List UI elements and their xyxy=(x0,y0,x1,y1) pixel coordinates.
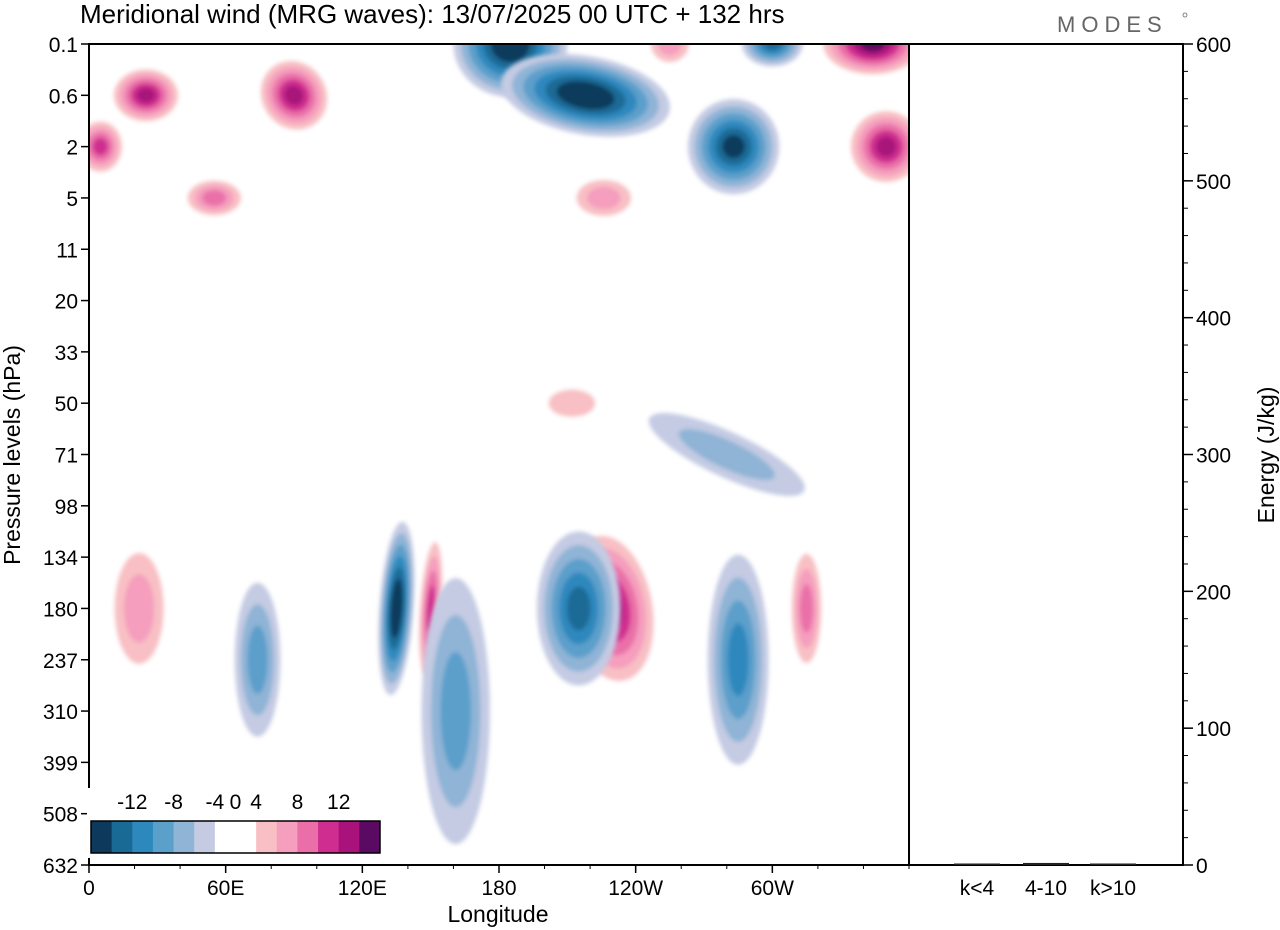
heatmap-cell xyxy=(815,44,909,79)
y-tick-label: 180 xyxy=(43,598,78,621)
colorbar-swatch xyxy=(235,821,257,853)
heatmap-cell xyxy=(254,54,334,137)
energy-bar xyxy=(954,863,1000,865)
energy-tick-label: 300 xyxy=(1196,445,1231,468)
colorbar-label: 8 xyxy=(292,791,304,814)
colorbar-swatch xyxy=(173,821,195,853)
energy-bar xyxy=(1090,863,1136,865)
y-tick-label: 20 xyxy=(55,291,78,314)
energy-category-label: k<4 xyxy=(960,877,995,900)
y-tick-label: 33 xyxy=(55,342,78,365)
energy-category-axis: k<4 4-10 k>10 xyxy=(960,877,1136,900)
heatmap-field xyxy=(89,44,909,845)
y-tick-label: 632 xyxy=(43,855,78,878)
colorbar-swatch xyxy=(318,821,340,853)
heatmap-cell xyxy=(107,64,184,127)
y-tick-label: 5 xyxy=(66,188,78,211)
y-tick-label: 310 xyxy=(43,701,78,724)
x-tick-label: 180 xyxy=(481,877,516,900)
energy-tick-label: 100 xyxy=(1196,718,1231,741)
modes-logo: MODES xyxy=(1057,12,1168,37)
heatmap-cell xyxy=(104,531,174,686)
colorbar-label: 0 xyxy=(230,791,242,814)
y-axis-energy: 0 100 200 300 400 500 600 xyxy=(1183,34,1231,878)
colorbar-swatch xyxy=(132,821,154,853)
y-axis-label-energy: Energy (J/kg) xyxy=(1253,387,1279,524)
colorbar-swatch xyxy=(214,821,236,853)
colorbar-swatch xyxy=(359,821,381,853)
x-axis: 0 60E 120E 180 120W 60W xyxy=(83,865,910,900)
colorbar-swatch xyxy=(297,821,319,853)
y-tick-label: 399 xyxy=(43,752,78,775)
x-tick-label: 120E xyxy=(338,877,387,900)
chart-title: Meridional wind (MRG waves): 13/07/2025 … xyxy=(80,0,785,29)
y-tick-label: 50 xyxy=(55,393,78,416)
heatmap-cell xyxy=(89,115,127,178)
logo-trademark-icon xyxy=(1182,12,1188,18)
x-tick-label: 0 xyxy=(83,877,95,900)
energy-category-label: k>10 xyxy=(1090,877,1136,900)
heatmap-cell xyxy=(180,175,249,221)
x-tick-label: 60W xyxy=(751,877,794,900)
colorbar-label: -12 xyxy=(117,791,147,814)
colorbar-swatch xyxy=(276,821,298,853)
y-tick-label: 11 xyxy=(56,239,78,262)
y-tick-label: 0.1 xyxy=(49,34,78,57)
colorbar-swatch xyxy=(256,821,278,853)
colorbar-swatch xyxy=(91,821,113,853)
heatmap-cell xyxy=(533,380,610,426)
energy-tick-label: 400 xyxy=(1196,308,1231,331)
x-axis-label: Longitude xyxy=(447,901,548,927)
heatmap-cell xyxy=(536,531,621,686)
y-tick-label: 0.6 xyxy=(49,85,78,108)
colorbar-label: 4 xyxy=(250,791,262,814)
colorbar-swatch xyxy=(194,821,216,853)
heatmap-cell xyxy=(234,582,281,737)
heatmap-plot-area xyxy=(89,44,909,865)
colorbar-swatch xyxy=(152,821,175,853)
y-tick-label: 98 xyxy=(55,496,78,519)
heatmap-cell xyxy=(378,521,415,696)
colorbar-label: 12 xyxy=(327,791,350,814)
y-axis-pressure: 0.1 0.6 2 5 11 20 33 50 71 98 134 180 237 310 399 508 63… xyxy=(43,34,89,878)
energy-panel-frame xyxy=(908,43,1184,866)
heatmap-cell xyxy=(421,578,490,845)
colorbar-label: -4 xyxy=(206,791,225,814)
energy-tick-label: 500 xyxy=(1196,171,1231,194)
energy-tick-label: 600 xyxy=(1196,34,1231,57)
energy-category-label: 4-10 xyxy=(1025,877,1067,900)
energy-bar xyxy=(1023,862,1069,865)
y-tick-label: 71 xyxy=(55,445,78,468)
heatmap-cell xyxy=(787,538,826,679)
heatmap-cell xyxy=(741,44,803,67)
y-tick-label: 508 xyxy=(43,804,78,827)
heatmap-cell xyxy=(501,53,671,137)
x-tick-label: 120W xyxy=(608,877,663,900)
y-axis-label-pressure: Pressure levels (hPa) xyxy=(0,345,25,565)
x-tick-label: 60E xyxy=(207,877,244,900)
energy-tick-label: 200 xyxy=(1196,581,1231,604)
heatmap-cell xyxy=(707,554,769,765)
heatmap-cell xyxy=(565,172,642,224)
energy-bars xyxy=(954,862,1136,865)
y-tick-label: 134 xyxy=(43,547,78,570)
y-tick-label: 237 xyxy=(43,650,78,673)
heatmap-cell xyxy=(688,99,780,195)
heatmap-cell xyxy=(648,413,805,496)
y-tick-label: 2 xyxy=(66,137,78,160)
heatmap-cell xyxy=(643,44,697,70)
heatmap-cell xyxy=(844,104,909,189)
energy-tick-label: 0 xyxy=(1196,855,1208,878)
colorbar-frame xyxy=(90,820,381,854)
colorbar-label: -8 xyxy=(164,791,183,814)
colorbar-swatch xyxy=(111,821,133,853)
colorbar-swatch xyxy=(338,821,360,853)
colorbar: -12 -8 -4 0 4 8 12 xyxy=(87,788,384,858)
